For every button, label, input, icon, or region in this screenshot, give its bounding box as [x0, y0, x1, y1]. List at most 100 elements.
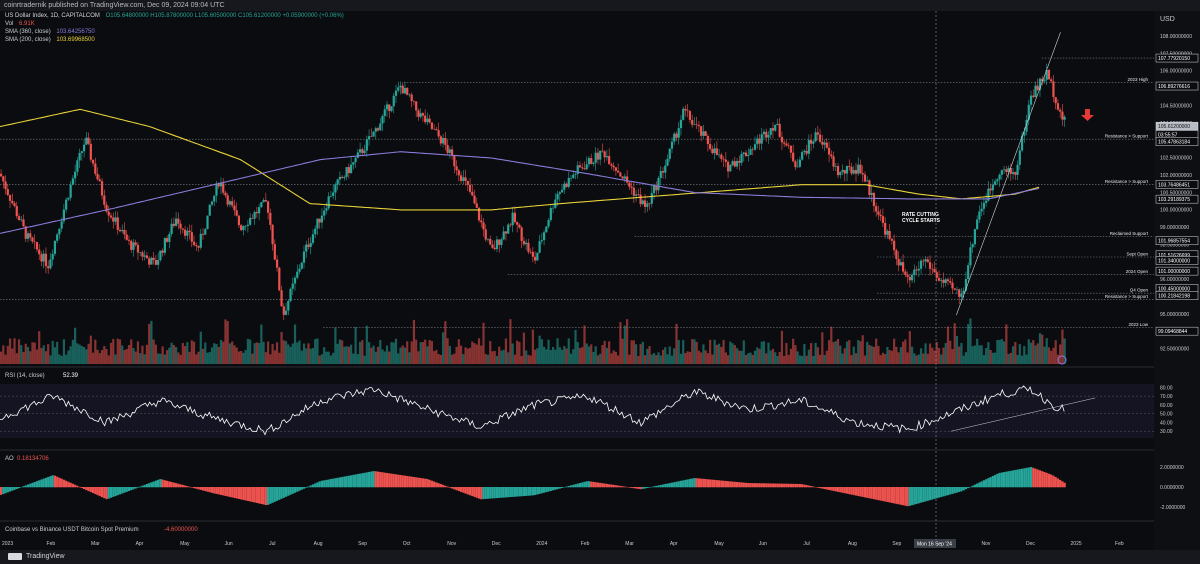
candle-body[interactable]	[1038, 78, 1042, 90]
candle-body[interactable]	[863, 174, 867, 182]
candle-body[interactable]	[417, 110, 420, 117]
candle-body[interactable]	[583, 168, 586, 170]
candle-body[interactable]	[733, 161, 736, 167]
candle-body[interactable]	[917, 268, 920, 271]
candle-body[interactable]	[94, 163, 97, 174]
candle-body[interactable]	[536, 252, 539, 261]
candle-body[interactable]	[181, 228, 184, 230]
candle-body[interactable]	[480, 220, 483, 223]
candle-body[interactable]	[818, 134, 822, 142]
candle-body[interactable]	[578, 165, 582, 168]
candle-body[interactable]	[412, 101, 416, 102]
candle-body[interactable]	[762, 131, 766, 135]
candle-body[interactable]	[477, 207, 481, 221]
candle-body[interactable]	[316, 218, 319, 229]
candle-body[interactable]	[776, 123, 779, 125]
candle-body[interactable]	[161, 250, 164, 253]
candle-body[interactable]	[266, 201, 270, 213]
candle-body[interactable]	[60, 221, 63, 229]
candle-body[interactable]	[933, 268, 936, 273]
candle-body[interactable]	[323, 210, 326, 216]
candle-body[interactable]	[1027, 104, 1030, 120]
candle-body[interactable]	[774, 124, 777, 131]
candle-body[interactable]	[760, 134, 763, 144]
candle-body[interactable]	[493, 247, 496, 250]
candle-body[interactable]	[688, 111, 692, 120]
candle-body[interactable]	[1005, 169, 1008, 172]
candle-body[interactable]	[924, 259, 927, 262]
candle-body[interactable]	[868, 180, 871, 195]
candle-body[interactable]	[365, 139, 368, 151]
price-tag[interactable]	[1155, 256, 1199, 265]
candle-body[interactable]	[341, 176, 344, 178]
candle-body[interactable]	[397, 87, 400, 91]
price-tag[interactable]	[1155, 194, 1199, 204]
candle-body[interactable]	[489, 238, 492, 245]
candle-body[interactable]	[273, 244, 276, 260]
candle-body[interactable]	[394, 90, 398, 96]
candle-body[interactable]	[796, 166, 799, 168]
sma200-legend[interactable]: SMA (200, close) 103.69968500	[5, 36, 99, 44]
candle-body[interactable]	[619, 172, 622, 177]
candle-body[interactable]	[215, 183, 218, 196]
candle-body[interactable]	[646, 203, 649, 207]
candle-body[interactable]	[471, 191, 474, 196]
candle-body[interactable]	[468, 184, 472, 192]
candle-body[interactable]	[998, 174, 1001, 180]
candle-body[interactable]	[964, 278, 968, 291]
candle-body[interactable]	[356, 152, 359, 158]
candle-body[interactable]	[906, 274, 909, 277]
candle-body[interactable]	[249, 217, 252, 225]
candle-body[interactable]	[563, 183, 566, 190]
candle-body[interactable]	[798, 159, 801, 167]
rsi-line[interactable]	[0, 385, 1065, 436]
candle-body[interactable]	[475, 203, 478, 208]
candle-body[interactable]	[76, 160, 79, 172]
candle-body[interactable]	[895, 250, 898, 259]
candle-body[interactable]	[908, 276, 911, 281]
candle-body[interactable]	[177, 218, 180, 224]
candle-body[interactable]	[910, 274, 914, 281]
candle-body[interactable]	[264, 199, 267, 202]
candle-body[interactable]	[195, 245, 198, 247]
candle-body[interactable]	[334, 184, 337, 193]
candle-body[interactable]	[374, 128, 377, 132]
candle-body[interactable]	[2, 176, 5, 182]
candle-body[interactable]	[65, 199, 68, 210]
candle-body[interactable]	[516, 222, 519, 225]
candle-body[interactable]	[491, 244, 494, 248]
candle-body[interactable]	[1007, 168, 1010, 172]
candle-body[interactable]	[192, 241, 196, 246]
candle-body[interactable]	[482, 222, 485, 230]
candle-body[interactable]	[91, 159, 95, 164]
candle-body[interactable]	[372, 131, 375, 137]
candle-body[interactable]	[735, 160, 739, 167]
candle-body[interactable]	[711, 148, 714, 154]
candle-body[interactable]	[511, 212, 514, 226]
candle-body[interactable]	[226, 195, 229, 205]
candle-body[interactable]	[498, 239, 501, 245]
candle-body[interactable]	[260, 202, 263, 208]
candle-body[interactable]	[33, 241, 36, 243]
candle-body[interactable]	[1020, 135, 1024, 151]
candle-body[interactable]	[697, 125, 701, 127]
candle-body[interactable]	[233, 205, 236, 211]
candle-body[interactable]	[973, 229, 977, 245]
premium-label[interactable]: Coinbase vs Binance USDT Bitcoin Spot Pr…	[5, 527, 139, 533]
candle-body[interactable]	[951, 282, 954, 289]
candle-body[interactable]	[159, 250, 162, 260]
candle-body[interactable]	[246, 224, 249, 226]
candle-body[interactable]	[513, 212, 517, 223]
candle-body[interactable]	[803, 150, 806, 153]
candle-body[interactable]	[347, 167, 350, 174]
candle-body[interactable]	[49, 259, 52, 269]
candle-body[interactable]	[852, 169, 855, 174]
candle-body[interactable]	[87, 137, 90, 144]
candle-body[interactable]	[520, 227, 523, 241]
candle-body[interactable]	[780, 136, 784, 143]
candle-body[interactable]	[650, 193, 653, 204]
candle-body[interactable]	[1063, 116, 1066, 120]
candle-body[interactable]	[859, 164, 862, 174]
candle-body[interactable]	[444, 137, 447, 145]
candle-body[interactable]	[915, 269, 918, 271]
